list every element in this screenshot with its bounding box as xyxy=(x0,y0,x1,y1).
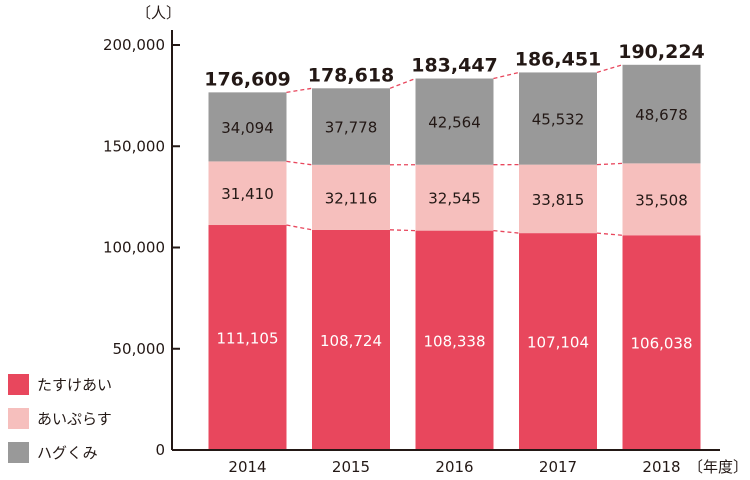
bar-aiplus-2016 xyxy=(415,164,494,231)
bar-aiplus-2014 xyxy=(208,161,287,226)
y-tick-label: 150,000 xyxy=(103,137,165,155)
bar-label-aiplus-2018: 35,508 xyxy=(635,191,688,209)
connector-line xyxy=(596,232,623,236)
bar-tasukeai-2014 xyxy=(208,225,287,450)
y-unit-label: 〔人〕 xyxy=(136,4,181,22)
legend-swatch-hagukumi xyxy=(8,441,29,463)
legend-item-tasukeai: たすけあい xyxy=(8,367,112,401)
y-tick-label: 0 xyxy=(155,441,165,459)
bar-label-hagukumi-2017: 45,532 xyxy=(532,111,585,129)
total-label-2018: 190,224 xyxy=(618,41,705,63)
total-label-2014: 176,609 xyxy=(204,68,291,90)
bar-label-tasukeai-2016: 108,338 xyxy=(423,332,485,350)
bar-label-hagukumi-2016: 42,564 xyxy=(428,114,481,132)
connector-line xyxy=(596,162,623,166)
legend-label-tasukeai: たすけあい xyxy=(37,375,113,394)
x-tick-label-2016: 2016 xyxy=(435,458,473,476)
legend-swatch-tasukeai xyxy=(8,373,29,395)
legend-swatch-aiplus xyxy=(8,407,29,429)
bar-hagukumi-2014 xyxy=(208,92,287,162)
bar-hagukumi-2015 xyxy=(312,88,390,165)
bar-tasukeai-2016 xyxy=(415,230,494,450)
bar-label-hagukumi-2015: 37,778 xyxy=(325,119,378,137)
bar-label-tasukeai-2017: 107,104 xyxy=(527,334,589,352)
bar-hagukumi-2016 xyxy=(415,78,494,165)
x-tick-label-2018: 2018 xyxy=(642,458,680,476)
axes: 2014 2015 2016 2017 2018 0 50,000 100,000 150,00… xyxy=(103,30,720,476)
bar-aiplus-2018 xyxy=(622,163,701,236)
connector-line xyxy=(389,77,416,89)
connector-line xyxy=(596,64,623,74)
connector-lines xyxy=(286,64,623,236)
legend: たすけあい あいぷらす ハグくみ xyxy=(8,367,112,469)
bar-label-hagukumi-2014: 34,094 xyxy=(221,119,274,137)
bar-label-aiplus-2014: 31,410 xyxy=(221,185,274,203)
x-tick-label-2015: 2015 xyxy=(332,458,370,476)
connector-line xyxy=(389,229,416,232)
x-tick-label-2014: 2014 xyxy=(228,458,266,476)
connector-line xyxy=(493,229,520,234)
bar-aiplus-2017 xyxy=(519,164,597,234)
bar-label-aiplus-2015: 32,116 xyxy=(325,189,378,207)
y-tick-label: 50,000 xyxy=(113,340,166,358)
connector-line xyxy=(493,71,520,80)
bar-label-tasukeai-2014: 111,105 xyxy=(216,330,278,348)
bars xyxy=(208,64,701,450)
x-unit-label: 〔年度〕 xyxy=(688,458,748,476)
bar-hagukumi-2018 xyxy=(622,64,701,164)
bar-label-tasukeai-2015: 108,724 xyxy=(320,332,382,350)
bar-tasukeai-2018 xyxy=(622,235,701,450)
total-labels: 176,609 178,618 183,447 186,451 190,224 xyxy=(204,41,705,91)
bar-label-aiplus-2017: 33,815 xyxy=(532,191,585,209)
total-label-2017: 186,451 xyxy=(515,48,602,70)
y-tick-label: 200,000 xyxy=(103,36,165,54)
bar-label-hagukumi-2018: 48,678 xyxy=(635,106,688,124)
bar-tasukeai-2017 xyxy=(519,233,597,450)
bar-hagukumi-2017 xyxy=(519,72,597,165)
y-tick-label: 100,000 xyxy=(103,239,165,257)
connector-line xyxy=(286,87,313,94)
bar-aiplus-2015 xyxy=(312,164,390,230)
legend-label-hagukumi: ハグくみ xyxy=(37,443,98,462)
connector-line xyxy=(286,224,313,231)
bar-label-tasukeai-2018: 106,038 xyxy=(630,335,692,353)
total-label-2016: 183,447 xyxy=(411,55,498,77)
x-tick-label-2017: 2017 xyxy=(539,458,577,476)
bar-tasukeai-2015 xyxy=(312,229,390,450)
legend-item-hagukumi: ハグくみ xyxy=(8,435,112,469)
bar-label-aiplus-2016: 32,545 xyxy=(428,190,481,208)
legend-item-aiplus: あいぷらす xyxy=(8,401,112,435)
legend-label-aiplus: あいぷらす xyxy=(37,409,112,428)
total-label-2015: 178,618 xyxy=(308,64,395,86)
bar-value-labels: 111,105 31,410 34,094 108,724 32,116 37,778 10… xyxy=(216,106,692,353)
connector-line xyxy=(286,160,313,166)
